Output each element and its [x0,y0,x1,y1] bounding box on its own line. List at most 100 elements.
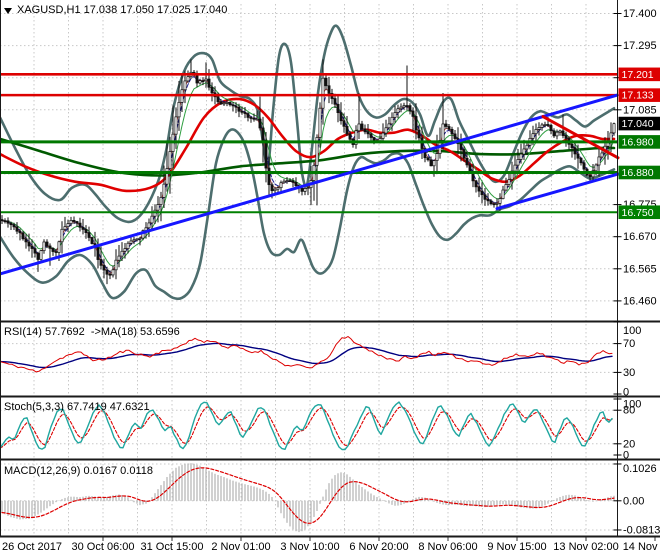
candle-bull [558,130,562,133]
candle-bull [117,255,121,261]
candle-bull [162,183,166,198]
candle-bear [45,241,49,247]
candle-bear [564,135,568,139]
candle-bear [324,77,328,87]
candle-bear [267,167,271,186]
candle-bear [546,124,550,126]
ma-red [0,97,616,193]
candle-bear [480,190,484,196]
price-badge-support [618,165,660,180]
candle-bear [90,237,94,244]
candle-bull [381,132,385,139]
candle-bear [216,96,220,103]
slow-ma-green [0,137,616,177]
trendline-uptrend-secondary[interactable] [495,172,620,211]
candle-bear [366,131,370,135]
candle-bull [114,259,118,271]
macd-indicator-label: MACD(12,26,9) 0.0167 0.0118 [4,465,153,477]
candle-bull [222,102,226,105]
candle-bear [549,124,553,132]
candle-bull [534,129,538,135]
candle-bull [612,123,616,134]
candle-bear [54,251,58,253]
candle-bull [432,160,436,167]
candle-bear [234,105,238,108]
trendline-uptrend-main[interactable] [0,93,619,276]
indicator-axis-label: 20 [623,438,635,450]
candle-bull [60,228,64,243]
candle-bear [561,130,565,136]
rsi-ma-line [0,342,613,369]
candle-bear [33,248,37,254]
rsi-line [0,336,613,373]
indicator-axis-label: 0.1026 [623,463,657,475]
candle-bear [408,105,412,112]
candle-bull [198,80,202,84]
candle-bull [204,78,208,82]
candle-bull [441,123,445,141]
candle-bull [306,187,310,190]
candle-bear [24,238,28,243]
candle-bear [414,116,418,131]
time-axis-label: 6 Nov 20:00 [349,541,408,553]
candle-bull [315,137,319,166]
indicator-axis-label: 0.00 [623,495,644,507]
candle-bull [387,123,391,129]
candle-bear [573,147,577,155]
time-axis-label: 3 Nov 10:00 [280,541,339,553]
candle-bull [147,222,151,229]
price-badge-support [618,205,660,220]
trendline-downtrend-short[interactable] [541,115,620,160]
price-axis-label: 17.400 [623,8,657,20]
candle-bull [378,138,382,142]
candle-bear [240,110,244,113]
candle-bull [402,105,406,108]
candle-bull [156,204,160,211]
candle-bull [357,123,361,132]
candle-bear [579,157,583,164]
candle-bear [207,78,211,88]
candle-bull [501,189,505,199]
candle-bear [12,224,16,228]
panel-borders [0,0,660,538]
candle-bear [0,219,4,222]
candle-bear [231,104,235,107]
candle-bear [444,123,448,127]
candle-bull [126,242,130,249]
price-axis-label: 16.670 [623,231,657,243]
candle-bear [75,221,79,224]
candle-bear [228,102,232,106]
macd-panel [1,463,615,533]
price-axis[interactable]: 17.40017.29517.19017.08516.77516.67016.5… [613,8,660,536]
candle-bear [459,143,463,150]
candle-bear [492,203,496,206]
candle-bear [423,148,427,159]
candle-bull [132,239,136,242]
candle-bear [102,265,106,271]
symbol-dropdown-icon[interactable] [4,7,12,14]
candle-bear [30,245,34,249]
candle-bear [462,149,466,159]
candle-bull [513,164,517,172]
candle-bull [255,118,259,121]
candle-bear [6,220,10,224]
candle-bear [336,103,340,114]
candle-bull [69,220,73,224]
candle-bear [327,85,331,94]
candle-bear [51,247,55,252]
candle-bear [261,127,265,141]
candle-bear [96,247,100,260]
candle-bull [522,148,526,155]
candle-bull [159,197,163,205]
stochastic-indicator-label: Stoch(5,3,3) 67.7419 47.6321 [4,401,150,413]
time-axis[interactable]: 26 Oct 2017 30 Oct 06:00 31 Oct 15:00 2 Nov… [2,537,660,554]
candle-bull [273,188,277,192]
candle-bull [498,198,502,204]
candle-bull [279,182,283,189]
candle-bear [288,180,292,182]
candle-bull [399,106,403,110]
candle-bull [168,151,172,169]
candle-bear [486,199,490,202]
